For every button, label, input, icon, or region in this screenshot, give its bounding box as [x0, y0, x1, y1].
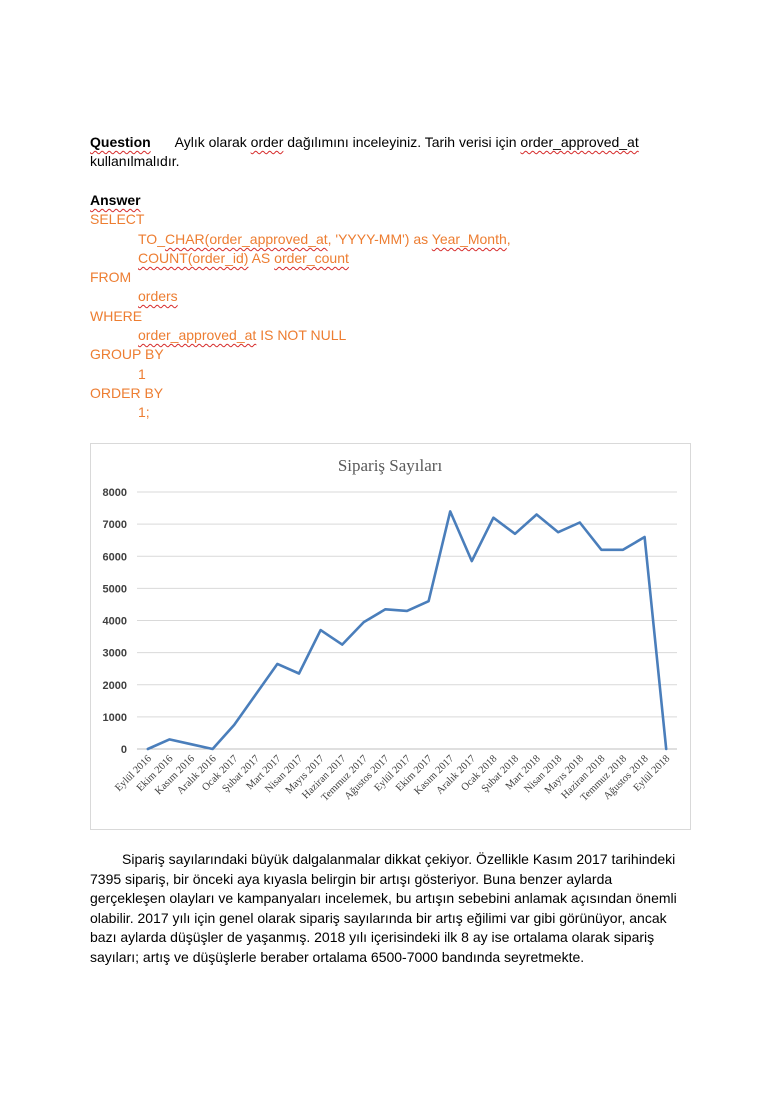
- sql-select-line-1: TO_CHAR(order_approved_at, 'YYYY-MM') as…: [138, 230, 511, 249]
- sql-where: WHERE: [90, 308, 143, 324]
- y-tick-label: 0: [121, 744, 127, 756]
- sql-to-char-fn: CHAR(order_approved_at: [164, 231, 328, 247]
- question-word-order: order: [250, 134, 284, 150]
- sql-to-char-rest: , 'YYYY-MM') as: [327, 231, 432, 247]
- sql-where-col: order_approved_at: [138, 327, 257, 343]
- question-word-field: order_approved_at: [520, 134, 639, 150]
- y-tick-label: 8000: [103, 487, 127, 499]
- sql-where-rest: IS NOT NULL: [256, 327, 347, 343]
- analysis-paragraph: Sipariş sayılarındaki büyük dalgalanmala…: [90, 850, 680, 968]
- question-line-2: kullanılmalıdır.: [90, 153, 180, 169]
- question-text-mid: dağılımını inceleyiniz. Tarih verisi içi…: [283, 134, 521, 150]
- y-tick-label: 1000: [103, 712, 127, 724]
- y-tick-label: 2000: [103, 680, 127, 692]
- sql-alias-year-month: Year_Month: [431, 231, 507, 247]
- y-tick-label: 3000: [103, 648, 127, 660]
- analysis-text: Sipariş sayılarındaki büyük dalgalanmala…: [90, 851, 677, 965]
- grid-lines: [137, 491, 677, 750]
- y-tick-label: 5000: [103, 583, 127, 595]
- question-line: Question Aylık olarak order dağılımını in…: [90, 133, 639, 152]
- answer-label: Answer: [90, 192, 141, 208]
- sql-alias-suffix: ,: [506, 231, 511, 247]
- line-chart: Sipariş Sayıları 0 1000 2000 3000 4000 5000 60…: [103, 456, 677, 804]
- sql-table: orders: [138, 288, 178, 304]
- y-tick-label: 4000: [103, 616, 127, 628]
- sql-select: SELECT: [90, 211, 145, 227]
- sql-select-line-2: COUNT(order_id) AS order_count: [138, 249, 349, 268]
- question-label: Question: [90, 134, 151, 150]
- sql-group-val: 1: [138, 366, 146, 382]
- y-axis-ticks: 0 1000 2000 3000 4000 5000 6000 7000 8000: [103, 487, 127, 756]
- chart-container: Sipariş Sayıları 0 1000 2000 3000 4000 5000 60…: [90, 443, 691, 830]
- sql-order-val: 1;: [138, 404, 150, 420]
- y-tick-label: 6000: [103, 551, 127, 563]
- sql-count-fn: COUNT(order_id): [138, 250, 249, 266]
- sql-from: FROM: [90, 269, 132, 285]
- series-line: [146, 510, 668, 751]
- sql-as-kw: AS: [248, 250, 275, 266]
- sql-where-line: order_approved_at IS NOT NULL: [138, 326, 346, 345]
- sql-order-by: ORDER BY: [90, 385, 164, 401]
- sql-alias-count: order_count: [274, 250, 349, 266]
- question-text-pre: Aylık olarak: [174, 134, 251, 150]
- chart-title: Sipariş Sayıları: [338, 456, 443, 475]
- sql-to-char-prefix: TO_: [138, 231, 165, 247]
- y-tick-label: 7000: [103, 519, 127, 531]
- sql-group-by: GROUP BY: [90, 346, 164, 362]
